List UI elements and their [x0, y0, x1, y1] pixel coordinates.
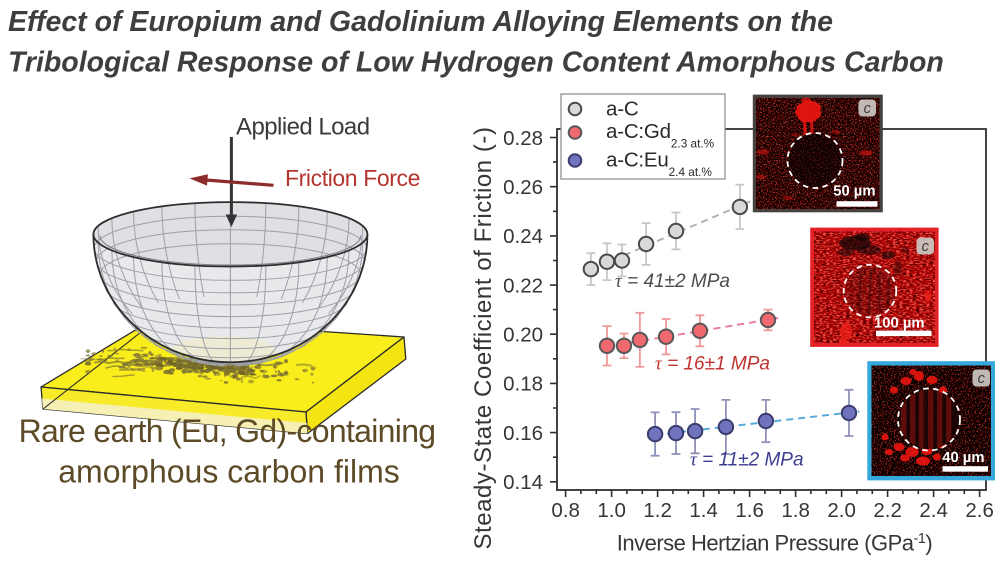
svg-text:c: c [922, 239, 930, 255]
svg-text:amorphous carbon films: amorphous carbon films [58, 454, 399, 490]
svg-text:Rare earth (Eu, Gd)-containing: Rare earth (Eu, Gd)-containing [19, 413, 436, 449]
svg-text:1.6: 1.6 [735, 499, 764, 522]
svg-text:2.4: 2.4 [919, 499, 948, 522]
svg-text:0.16: 0.16 [503, 422, 543, 445]
svg-text:40 µm: 40 µm [942, 450, 984, 466]
svg-text:τ = 11±2 MPa: τ = 11±2 MPa [690, 450, 804, 471]
svg-text:0.26: 0.26 [503, 176, 543, 199]
svg-text:0.28: 0.28 [503, 127, 543, 150]
svg-text:Effect of Europium and Gadolin: Effect of Europium and Gadolinium Alloyi… [8, 6, 833, 38]
svg-text:Steady-State Coefficient of Fr: Steady-State Coefficient of Friction (-) [470, 126, 497, 549]
svg-text:0.8: 0.8 [551, 499, 580, 522]
svg-text:100 µm: 100 µm [874, 316, 924, 332]
svg-text:0.22: 0.22 [503, 274, 543, 297]
svg-text:c: c [978, 371, 986, 387]
svg-text:1.8: 1.8 [781, 499, 810, 522]
svg-text:0.24: 0.24 [503, 225, 543, 248]
svg-text:0.20: 0.20 [503, 324, 543, 347]
svg-text:a-C: a-C [606, 97, 639, 120]
svg-text:50 µm: 50 µm [833, 184, 875, 200]
svg-text:Inverse Hertzian Pressure (GPa: Inverse Hertzian Pressure (GPa-1) [617, 531, 933, 556]
svg-text:τ = 41±2 MPa: τ = 41±2 MPa [615, 271, 730, 292]
svg-text:1.4: 1.4 [689, 499, 718, 522]
svg-text:2.2: 2.2 [873, 499, 902, 522]
svg-text:c: c [864, 101, 872, 117]
svg-text:τ = 16±1 MPa: τ = 16±1 MPa [655, 354, 770, 375]
svg-text:Tribological Response of Low H: Tribological Response of Low Hydrogen Co… [8, 47, 944, 79]
svg-text:0.14: 0.14 [503, 471, 543, 494]
svg-text:0.18: 0.18 [503, 373, 543, 396]
svg-text:1.2: 1.2 [643, 499, 672, 522]
svg-text:2.0: 2.0 [827, 499, 856, 522]
svg-text:Friction Force: Friction Force [285, 165, 420, 191]
svg-text:Applied Load: Applied Load [236, 114, 370, 141]
svg-text:1.0: 1.0 [597, 499, 626, 522]
svg-text:2.6: 2.6 [965, 499, 994, 522]
